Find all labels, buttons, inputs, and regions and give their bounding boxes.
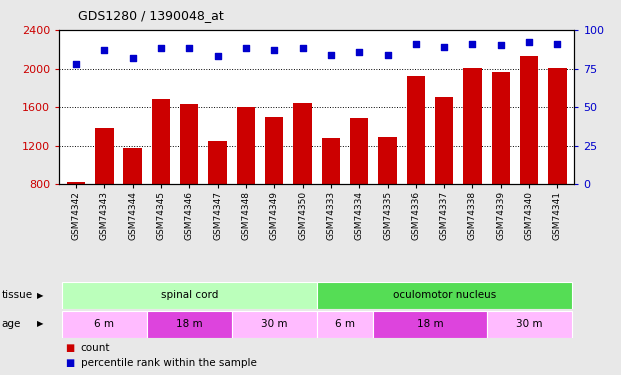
Text: ■: ■ (65, 343, 75, 353)
Point (212, 53, 222, 59)
Bar (492, 72, 510, 184)
Point (128, 55, 138, 61)
Point (99, 47, 109, 53)
Bar (147, 310, 232, 338)
Text: 30 m: 30 m (516, 319, 542, 329)
Bar (232, 310, 317, 338)
Bar (407, 76, 425, 184)
Bar (67, 182, 85, 184)
Point (156, 45, 166, 51)
Bar (62, 282, 317, 309)
Text: 18 m: 18 m (417, 319, 443, 329)
Text: ▶: ▶ (37, 291, 43, 300)
Bar (317, 310, 373, 338)
Point (553, 41, 563, 47)
Point (326, 52, 336, 58)
Point (241, 45, 251, 51)
Point (411, 41, 421, 47)
Text: 6 m: 6 m (94, 319, 114, 329)
Bar (265, 117, 283, 184)
Point (354, 49, 364, 55)
Bar (350, 118, 368, 184)
Text: 6 m: 6 m (335, 319, 355, 329)
Point (439, 44, 449, 50)
Point (270, 47, 279, 53)
Bar (95, 128, 114, 184)
Bar (487, 310, 571, 338)
Point (383, 52, 392, 58)
Bar (180, 104, 199, 184)
Bar (463, 68, 482, 184)
Bar (378, 137, 397, 184)
Point (184, 45, 194, 51)
Bar (548, 68, 566, 184)
Bar (152, 99, 170, 184)
Point (71, 61, 81, 67)
Bar (435, 98, 453, 184)
Text: spinal cord: spinal cord (161, 290, 218, 300)
Point (297, 45, 307, 51)
Point (524, 39, 534, 45)
Text: GDS1280 / 1390048_at: GDS1280 / 1390048_at (78, 9, 224, 22)
Bar (209, 141, 227, 184)
Bar (373, 310, 487, 338)
Text: ▶: ▶ (37, 320, 43, 328)
Bar (293, 103, 312, 184)
Bar (62, 310, 147, 338)
Text: ■: ■ (65, 358, 75, 368)
Text: count: count (81, 343, 111, 353)
Text: oculomotor nucleus: oculomotor nucleus (392, 290, 496, 300)
Bar (322, 138, 340, 184)
Bar (317, 282, 571, 309)
Point (496, 42, 505, 48)
Text: tissue: tissue (1, 290, 32, 300)
Point (468, 41, 478, 47)
Text: 30 m: 30 m (261, 319, 288, 329)
Bar (124, 148, 142, 184)
Text: age: age (1, 319, 20, 329)
Bar (237, 107, 255, 184)
Text: percentile rank within the sample: percentile rank within the sample (81, 358, 256, 368)
Text: 18 m: 18 m (176, 319, 202, 329)
Bar (520, 56, 538, 184)
